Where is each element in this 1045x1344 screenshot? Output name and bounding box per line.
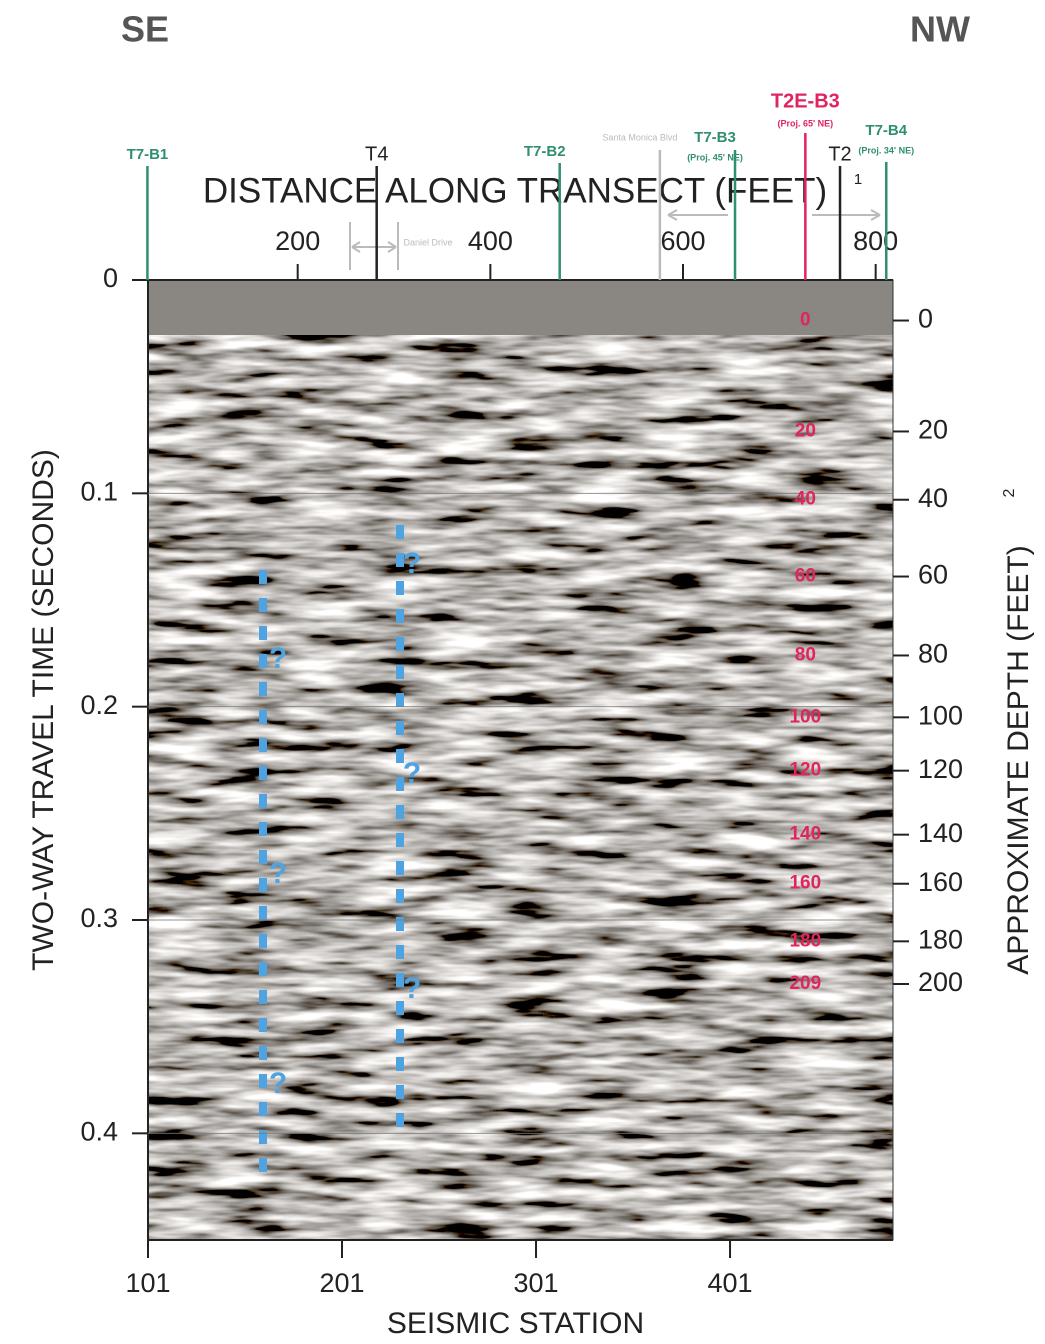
fault-query: ?: [403, 757, 421, 790]
y2-tick-label: 80: [918, 639, 948, 669]
y-axis-title: TWO-WAY TRAVEL TIME (SECONDS): [27, 449, 60, 971]
direction-label: NW: [910, 9, 970, 50]
boring-note: (Proj. 65' NE): [778, 118, 834, 128]
street-arrow: [351, 241, 397, 253]
boring-label: T7-B3: [694, 129, 736, 146]
y2-tick-label: 0: [918, 304, 933, 334]
fault-query: ?: [269, 857, 287, 890]
y2-title-note: 2: [1001, 488, 1018, 497]
y2-tick-label: 160: [918, 867, 963, 897]
boring-label: T2: [828, 143, 851, 165]
depth-label: 100: [789, 706, 821, 727]
fault-query: ?: [403, 972, 421, 1005]
range-arrow: [667, 209, 728, 221]
y2-tick-label: 140: [918, 818, 963, 848]
boring-label: T7-B2: [524, 143, 566, 160]
boring-note: (Proj. 34' NE): [858, 145, 914, 155]
x-tick-label: 201: [319, 1268, 364, 1298]
depth-label: 20: [795, 420, 816, 441]
x-axis-title: SEISMIC STATION: [387, 1307, 644, 1340]
depth-label: 140: [789, 824, 821, 845]
fault-query: ?: [403, 547, 421, 580]
x2-tick-label: 600: [660, 226, 705, 256]
y-tick-label: 0.2: [80, 690, 118, 720]
x2-tick-label: 400: [468, 226, 513, 256]
y-tick-label: 0: [103, 263, 118, 293]
y2-tick-label: 40: [918, 483, 948, 513]
depth-label: 120: [789, 760, 821, 781]
fault-query: ?: [269, 1067, 287, 1100]
y-tick-label: 0.1: [80, 476, 118, 506]
y-tick-label: 0.3: [80, 903, 118, 933]
street-label: Daniel Drive: [403, 237, 452, 247]
y2-tick-label: 180: [918, 924, 963, 954]
depth-label: 0: [800, 310, 811, 331]
range-arrow: [812, 209, 881, 221]
x2-tick-label: 200: [275, 226, 320, 256]
depth-label: 180: [789, 930, 821, 951]
boring-label: T2E-B3: [771, 90, 840, 112]
x-tick-label: 401: [708, 1268, 753, 1298]
boring-label: T4: [365, 143, 388, 165]
depth-label: 209: [789, 973, 821, 994]
depth-label: 80: [795, 644, 816, 665]
x-tick-label: 301: [513, 1268, 558, 1298]
x-tick-label: 101: [125, 1268, 170, 1298]
y2-tick-label: 20: [918, 415, 948, 445]
x2-title-note: 1: [854, 171, 862, 188]
direction-label: SE: [121, 9, 169, 50]
x2-tick-label: 800: [853, 226, 898, 256]
y2-tick-label: 60: [918, 560, 948, 590]
y2-tick-label: 200: [918, 967, 963, 997]
y-tick-label: 0.4: [80, 1116, 118, 1146]
y2-tick-label: 120: [918, 754, 963, 784]
boring-label: T7-B4: [865, 122, 907, 139]
fault-query: ?: [269, 642, 287, 675]
depth-label: 160: [789, 873, 821, 894]
muted-zone: [148, 280, 893, 335]
seismic-reflections: [148, 280, 893, 1240]
depth-label: 40: [795, 489, 816, 510]
seismic-image: [148, 280, 893, 1240]
x2-axis-title: DISTANCE ALONG TRANSECT (FEET): [203, 171, 827, 210]
y2-axis-title: APPROXIMATE DEPTH (FEET): [1002, 545, 1035, 974]
boring-label: T7-B1: [127, 146, 169, 163]
boring-note: (Proj. 45' NE): [687, 152, 743, 162]
boring-label: Santa Monica Blvd: [602, 132, 677, 142]
y2-tick-label: 100: [918, 700, 963, 730]
depth-label: 60: [795, 566, 816, 587]
